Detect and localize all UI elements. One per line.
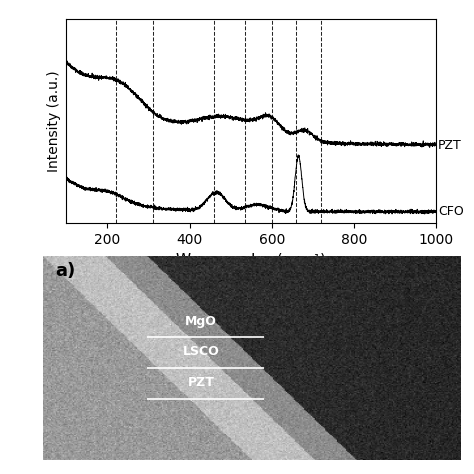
Y-axis label: Intensity (a.u.): Intensity (a.u.) <box>47 70 61 172</box>
Text: LSCO: LSCO <box>183 345 219 358</box>
Text: a): a) <box>55 262 75 280</box>
X-axis label: Wavenumber(cm⁻¹): Wavenumber(cm⁻¹) <box>176 252 327 267</box>
Text: MgO: MgO <box>185 315 217 328</box>
Text: CFO: CFO <box>438 205 464 218</box>
Text: PZT: PZT <box>188 376 215 389</box>
Text: PZT: PZT <box>438 139 462 152</box>
